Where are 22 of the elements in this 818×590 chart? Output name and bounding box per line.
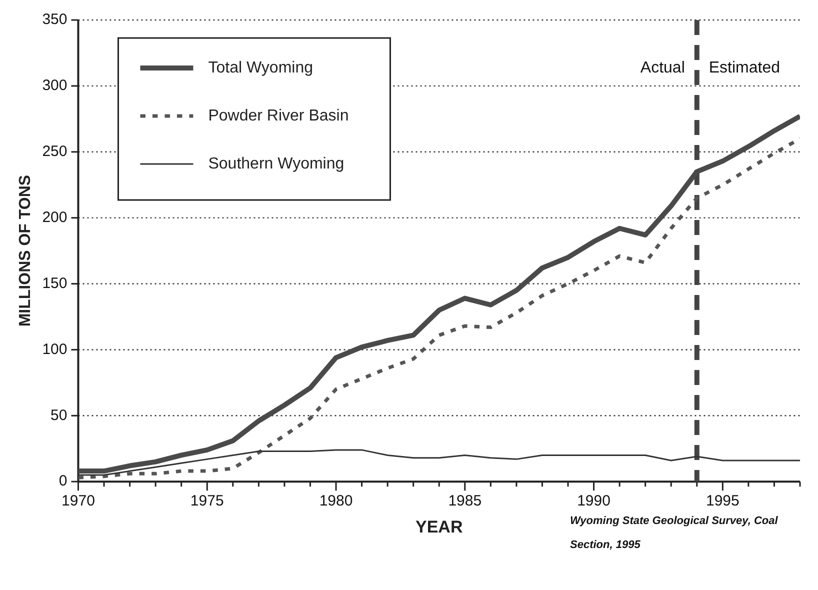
y-tick-label: 350	[42, 11, 68, 28]
x-tick-label: 1985	[448, 492, 482, 510]
x-tick-label: 1970	[62, 492, 95, 510]
x-tick-label: 1990	[577, 492, 610, 510]
y-axis-title: MILLIONS OF TONS	[17, 174, 34, 327]
y-tick-label: 250	[42, 143, 68, 160]
x-tick-label: 1975	[190, 492, 224, 510]
y-tick-label: 0	[58, 472, 68, 490]
y-tick-label: 200	[42, 208, 68, 226]
x-axis-title: YEAR	[415, 517, 463, 536]
legend-label: Powder River Basin	[208, 107, 349, 124]
legend-label: Total Wyoming	[208, 59, 314, 76]
annotation: Estimated	[708, 60, 780, 77]
legend-label: Southern Wyoming	[208, 155, 344, 172]
x-tick-label: 1995	[706, 492, 740, 510]
y-tick-label: 300	[42, 77, 68, 94]
y-tick-label: 150	[42, 274, 68, 292]
annotation: Actual	[640, 60, 685, 77]
text: Wyoming State Geological Survey, Coal Section, 1995	[570, 515, 779, 552]
y-tick-label: 50	[50, 406, 68, 424]
y-tick-label: 100	[42, 340, 68, 358]
x-tick-label: 1980	[319, 492, 353, 510]
